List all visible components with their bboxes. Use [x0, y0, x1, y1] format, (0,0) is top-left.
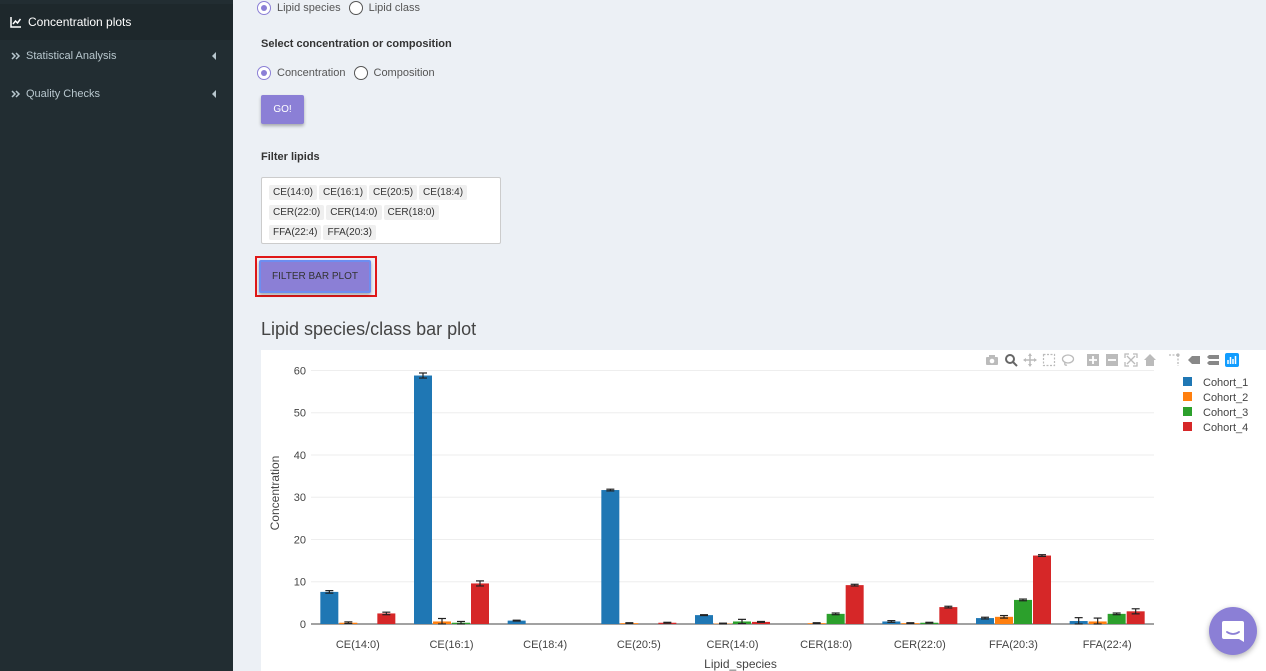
concentration-radio-group: Concentration Composition — [257, 66, 443, 80]
concentration-section-title: Select concentration or composition — [261, 38, 452, 50]
plot-title: Lipid species/class bar plot — [261, 319, 477, 339]
bar — [826, 613, 845, 624]
y-tick-label: 50 — [294, 408, 306, 420]
bar — [320, 591, 339, 624]
double-chevron-right-icon — [11, 52, 21, 60]
home-icon[interactable] — [1143, 353, 1157, 367]
bar — [1126, 611, 1145, 624]
sidebar-item-quality-checks[interactable]: Quality Checks — [0, 76, 233, 112]
lipid-class-label: Lipid class — [368, 2, 420, 14]
x-tick-label: CE(14:0) — [336, 639, 380, 651]
sidebar-item-label: Concentration plots — [28, 15, 132, 29]
bar — [377, 613, 396, 624]
double-chevron-right-icon — [11, 90, 21, 98]
bar — [1014, 599, 1032, 624]
legend-swatch — [1183, 392, 1192, 401]
x-axis-label: Lipid_species — [704, 657, 777, 671]
lipid-chip[interactable]: CER(14:0) — [326, 205, 382, 220]
legend-swatch — [1183, 422, 1192, 431]
concentration-label: Concentration — [277, 67, 346, 79]
lipid-chip[interactable]: CER(18:0) — [383, 205, 439, 220]
filter-bar-plot-button[interactable]: FILTER BAR PLOT — [259, 260, 371, 293]
y-axis-label: Concentration — [268, 456, 282, 531]
chat-icon — [1222, 621, 1244, 642]
filter-lipids-title: Filter lipids — [261, 151, 320, 163]
y-tick-label: 60 — [294, 365, 306, 377]
y-tick-label: 20 — [294, 534, 306, 546]
box-select-icon[interactable] — [1042, 353, 1056, 367]
line-chart-icon — [10, 17, 22, 28]
x-tick-label: CE(20:5) — [617, 639, 661, 651]
bar — [845, 585, 864, 624]
spike-lines-icon[interactable] — [1168, 353, 1182, 367]
lipid-chip[interactable]: FFA(20:3) — [323, 225, 376, 240]
y-tick-label: 30 — [294, 492, 306, 504]
lasso-select-icon[interactable] — [1061, 353, 1075, 367]
lipid-chip[interactable]: CE(16:1) — [319, 185, 368, 200]
bar — [752, 621, 770, 624]
bar — [695, 615, 713, 624]
plot-modebar — [985, 352, 1244, 368]
x-tick-label: CER(14:0) — [707, 639, 759, 651]
x-tick-label: CER(18:0) — [800, 639, 852, 651]
sidebar-item-statistical-analysis[interactable]: Statistical Analysis — [0, 38, 233, 74]
lipid-chip[interactable]: CE(18:4) — [419, 185, 468, 200]
bar — [939, 607, 958, 624]
species-radio-group: Lipid species Lipid class — [257, 1, 428, 15]
bar-chart: 0 10 20 30 40 50 60 CE(14:0) CE(16:1) CE(18:4) CE(… — [268, 365, 1248, 671]
legend-label: Cohort_1 — [1203, 377, 1248, 389]
filter-lipids-input[interactable]: CE(14:0) CE(16:1) CE(20:5) CE(18:4) CER(22:0… — [261, 177, 501, 244]
composition-radio[interactable] — [353, 66, 368, 80]
y-tick-label: 10 — [294, 577, 306, 589]
zoom-in-icon[interactable] — [1086, 353, 1100, 367]
legend-label: Cohort_4 — [1203, 422, 1248, 434]
composition-label: Composition — [373, 67, 435, 79]
lipid-chip[interactable]: CE(14:0) — [269, 185, 318, 200]
bar — [601, 490, 620, 624]
legend-swatch — [1183, 377, 1192, 386]
hover-closest-icon[interactable] — [1187, 353, 1201, 367]
x-tick-label: FFA(22:4) — [1083, 639, 1132, 651]
filter-button-highlight — [255, 256, 377, 297]
bar — [414, 375, 432, 624]
bar — [995, 616, 1013, 624]
pan-icon[interactable] — [1023, 353, 1037, 367]
x-tick-label: CER(22:0) — [894, 639, 946, 651]
sidebar-item-label: Quality Checks — [26, 88, 100, 100]
zoom-out-icon[interactable] — [1105, 353, 1119, 367]
lipid-chip[interactable]: CE(20:5) — [369, 185, 418, 200]
sidebar: Concentration plots Statistical Analysis… — [0, 0, 233, 671]
lipid-species-label: Lipid species — [277, 2, 341, 14]
go-button[interactable]: GO! — [261, 95, 304, 124]
chevron-left-icon — [212, 52, 216, 60]
bar — [507, 620, 526, 624]
lipid-chip[interactable]: CER(22:0) — [269, 205, 325, 220]
y-tick-label: 40 — [294, 450, 306, 462]
legend-swatch — [1183, 407, 1192, 416]
x-tick-label: CE(16:1) — [429, 639, 473, 651]
lipid-class-radio[interactable] — [348, 1, 363, 15]
autoscale-icon[interactable] — [1124, 353, 1138, 367]
bar — [1107, 613, 1126, 624]
sidebar-item-label: Statistical Analysis — [26, 50, 117, 62]
y-tick-label: 0 — [300, 619, 306, 631]
camera-icon[interactable] — [985, 353, 999, 367]
chat-widget-button[interactable] — [1209, 607, 1257, 655]
concentration-radio[interactable] — [257, 66, 271, 80]
plotly-logo-icon[interactable] — [1225, 353, 1239, 367]
lipid-species-radio[interactable] — [257, 1, 271, 15]
sidebar-item-concentration-plots[interactable]: Concentration plots — [0, 4, 233, 40]
chevron-left-icon — [212, 90, 216, 98]
hover-compare-icon[interactable] — [1206, 353, 1220, 367]
legend-label: Cohort_2 — [1203, 392, 1248, 404]
legend-label: Cohort_3 — [1203, 407, 1248, 419]
zoom-icon[interactable] — [1004, 353, 1018, 367]
bar — [471, 583, 489, 624]
x-tick-label: FFA(20:3) — [989, 639, 1038, 651]
bar — [1033, 555, 1051, 624]
lipid-chip[interactable]: FFA(22:4) — [269, 225, 322, 240]
bar — [976, 618, 994, 624]
x-tick-label: CE(18:4) — [523, 639, 567, 651]
